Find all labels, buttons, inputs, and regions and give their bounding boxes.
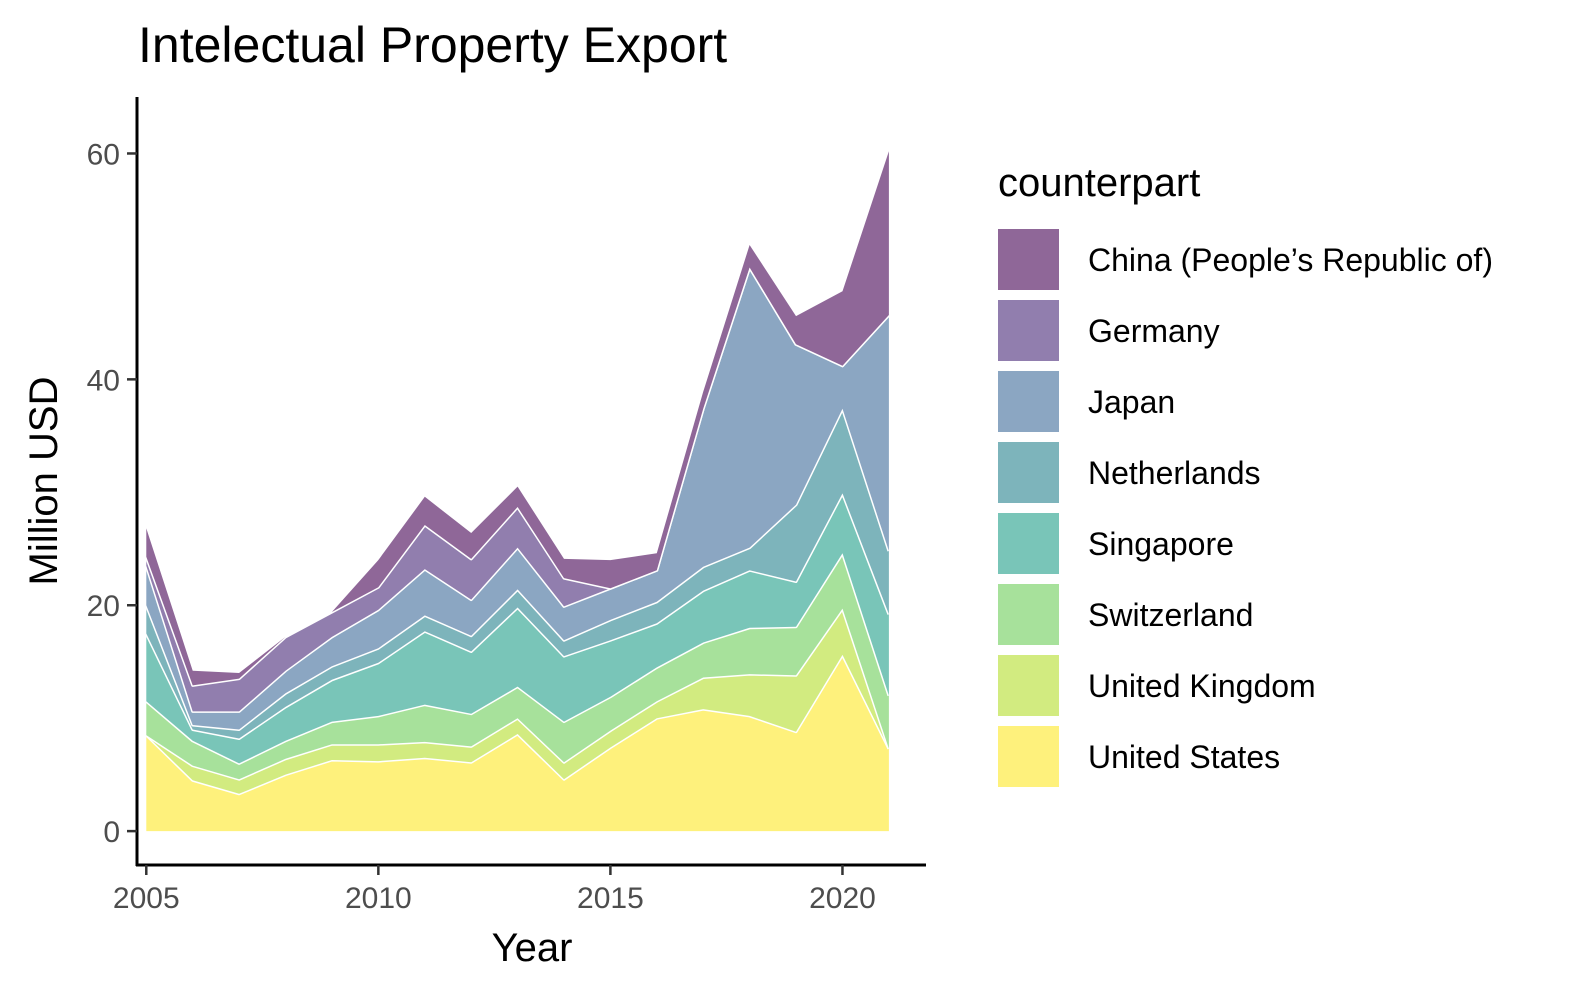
area-united-kingdom — [146, 608, 889, 794]
axes: 2005 2010 2015 2020 0 20 40 60 — [87, 97, 926, 915]
area-japan — [146, 267, 889, 730]
area-singapore — [146, 493, 889, 764]
legend-label: Singapore — [1088, 526, 1234, 562]
y-tick-label: 60 — [87, 138, 120, 171]
x-tick-label: 2020 — [809, 882, 876, 915]
legend-label: United Kingdom — [1088, 668, 1316, 704]
x-axis-title: Year — [492, 926, 573, 970]
legend-label: Switzerland — [1088, 597, 1253, 633]
legend-label: China (People’s Republic of) — [1088, 242, 1493, 278]
area-netherlands — [146, 408, 889, 739]
area-layers — [144, 151, 891, 832]
x-ticks: 2005 2010 2015 2020 — [113, 865, 876, 915]
legend-title: counterpart — [998, 161, 1200, 205]
legend-label: United States — [1088, 739, 1280, 775]
legend-swatch — [998, 584, 1059, 645]
legend-swatch — [998, 513, 1059, 574]
x-tick-label: 2005 — [113, 882, 180, 915]
legend-swatch — [998, 726, 1059, 787]
legend-swatch — [998, 300, 1059, 361]
legend-label: Netherlands — [1088, 455, 1261, 491]
y-axis-title: Million USD — [22, 377, 66, 586]
legend-swatch — [998, 229, 1059, 290]
chart-title: Intelectual Property Export — [138, 17, 727, 73]
y-tick-label: 0 — [103, 816, 120, 849]
legend-items: China (People’s Republic of) Germany Japan… — [998, 229, 1493, 787]
legend-swatch — [998, 655, 1059, 716]
legend-label: Japan — [1088, 384, 1175, 420]
legend: counterpart China (People’s Republic of)… — [998, 161, 1493, 787]
legend-label: Germany — [1088, 313, 1220, 349]
legend-swatch — [998, 442, 1059, 503]
y-ticks: 0 20 40 60 — [87, 138, 137, 849]
area-united-states — [146, 654, 889, 832]
x-tick-label: 2015 — [577, 882, 644, 915]
legend-swatch — [998, 371, 1059, 432]
y-tick-label: 20 — [87, 590, 120, 623]
x-tick-label: 2010 — [345, 882, 412, 915]
y-tick-label: 40 — [87, 364, 120, 397]
